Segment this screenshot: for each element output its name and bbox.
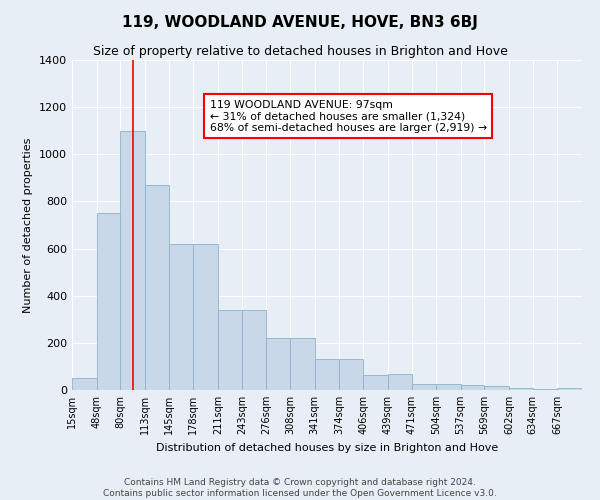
- Text: Contains HM Land Registry data © Crown copyright and database right 2024.
Contai: Contains HM Land Registry data © Crown c…: [103, 478, 497, 498]
- Bar: [315, 360, 339, 390]
- Bar: [509, 388, 533, 390]
- Bar: [557, 388, 582, 390]
- Bar: [242, 310, 266, 390]
- Bar: [266, 338, 290, 390]
- Bar: [388, 374, 412, 390]
- Bar: [461, 386, 484, 390]
- Bar: [436, 384, 461, 390]
- Bar: [363, 374, 388, 390]
- Bar: [72, 378, 97, 390]
- Text: 119, WOODLAND AVENUE, HOVE, BN3 6BJ: 119, WOODLAND AVENUE, HOVE, BN3 6BJ: [122, 15, 478, 30]
- Bar: [169, 244, 193, 390]
- Bar: [290, 338, 315, 390]
- Text: 119 WOODLAND AVENUE: 97sqm
← 31% of detached houses are smaller (1,324)
68% of s: 119 WOODLAND AVENUE: 97sqm ← 31% of deta…: [210, 100, 487, 133]
- Bar: [533, 389, 557, 390]
- Bar: [484, 386, 509, 390]
- Bar: [145, 185, 169, 390]
- Bar: [193, 244, 218, 390]
- X-axis label: Distribution of detached houses by size in Brighton and Hove: Distribution of detached houses by size …: [156, 442, 498, 452]
- Text: Size of property relative to detached houses in Brighton and Hove: Size of property relative to detached ho…: [92, 45, 508, 58]
- Bar: [218, 310, 242, 390]
- Y-axis label: Number of detached properties: Number of detached properties: [23, 138, 34, 312]
- Bar: [97, 213, 121, 390]
- Bar: [121, 130, 145, 390]
- Bar: [339, 360, 363, 390]
- Bar: [412, 384, 436, 390]
